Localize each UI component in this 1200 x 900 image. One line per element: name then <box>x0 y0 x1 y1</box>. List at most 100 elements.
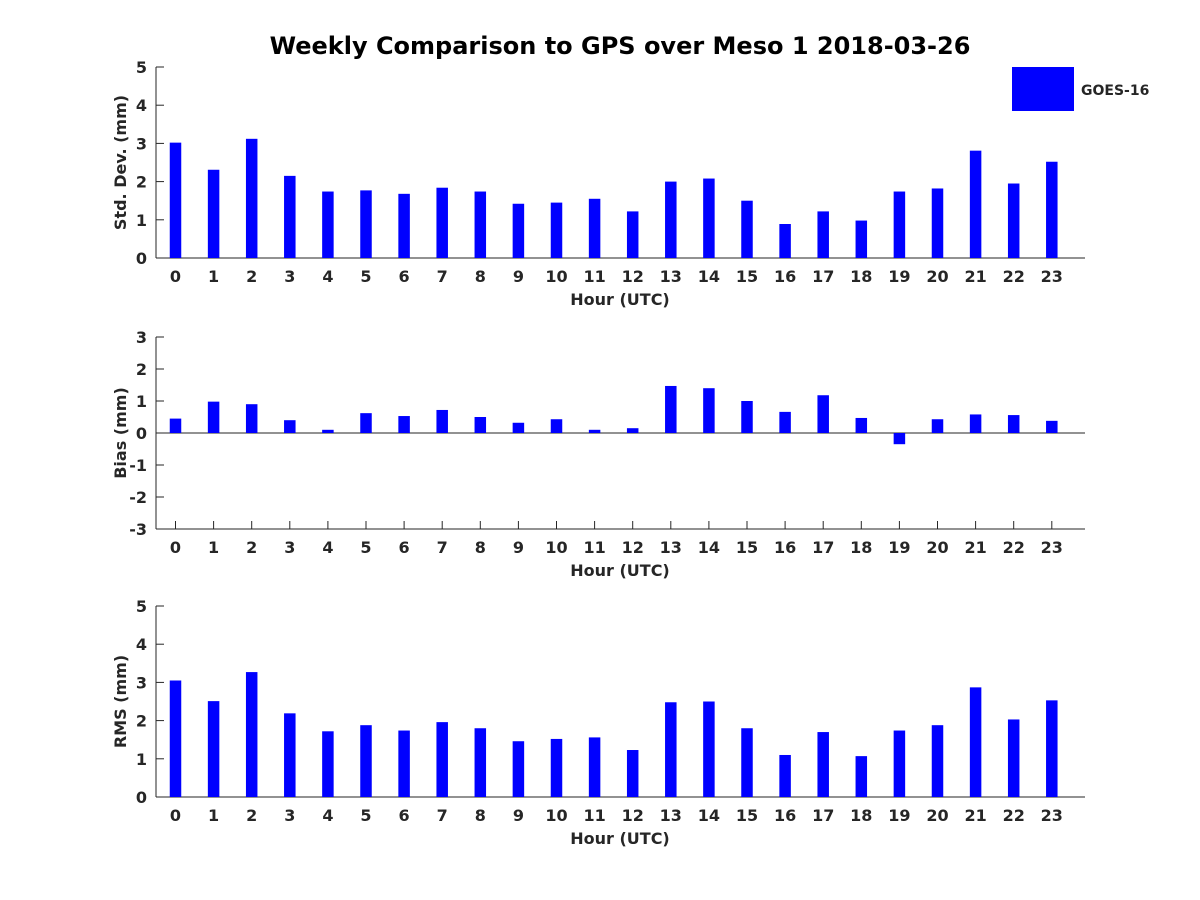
bar <box>703 701 715 797</box>
x-axis-label: Hour (UTC) <box>570 561 670 580</box>
bar <box>322 191 334 258</box>
x-tick-label: 13 <box>660 538 682 557</box>
x-tick-label: 9 <box>513 806 524 825</box>
bar <box>588 429 601 433</box>
bar <box>893 433 906 445</box>
x-tick-label: 21 <box>964 267 986 286</box>
bar <box>360 413 372 433</box>
bar <box>931 419 944 433</box>
y-tick-label: 5 <box>136 597 147 616</box>
x-tick-label: 23 <box>1041 538 1063 557</box>
bar <box>588 198 601 258</box>
y-tick-label: 5 <box>136 58 147 77</box>
x-tick-label: 9 <box>513 267 524 286</box>
y-tick-label: 0 <box>136 788 147 807</box>
x-tick-label: 22 <box>1003 538 1025 557</box>
x-tick-label: 12 <box>622 538 644 557</box>
bar <box>550 202 563 258</box>
bar <box>207 701 220 797</box>
y-tick-label: 4 <box>136 635 147 654</box>
y-tick-label: 1 <box>136 750 147 769</box>
x-tick-label: 14 <box>698 538 720 557</box>
bar <box>817 395 829 433</box>
bar <box>779 411 791 433</box>
x-tick-label: 14 <box>698 267 720 286</box>
x-tick-label: 23 <box>1041 267 1063 286</box>
bar <box>817 211 829 258</box>
x-tick-label: 10 <box>545 538 567 557</box>
x-tick-label: 16 <box>774 538 796 557</box>
bar <box>969 687 982 797</box>
bar <box>360 725 372 797</box>
x-tick-label: 19 <box>888 267 910 286</box>
x-tick-label: 3 <box>284 806 295 825</box>
y-tick-label: 1 <box>136 211 147 230</box>
bar <box>360 190 372 258</box>
x-tick-label: 8 <box>475 267 486 286</box>
x-tick-label: 0 <box>170 538 181 557</box>
bar <box>855 220 868 258</box>
bar <box>665 702 677 797</box>
x-tick-label: 10 <box>545 806 567 825</box>
bar <box>931 725 944 797</box>
y-tick-label: 2 <box>136 712 147 731</box>
x-tick-label: 22 <box>1003 806 1025 825</box>
x-tick-label: 6 <box>399 267 410 286</box>
x-tick-label: 20 <box>926 267 948 286</box>
bar <box>169 418 182 433</box>
bar <box>588 737 601 797</box>
bar <box>855 417 868 433</box>
x-tick-label: 7 <box>437 538 448 557</box>
x-tick-label: 16 <box>774 806 796 825</box>
bar <box>398 730 410 797</box>
x-tick-label: 19 <box>888 806 910 825</box>
y-tick-label: -2 <box>129 488 147 507</box>
x-tick-label: 11 <box>583 267 605 286</box>
x-tick-label: 23 <box>1041 806 1063 825</box>
bar <box>626 428 639 433</box>
x-tick-label: 7 <box>437 806 448 825</box>
x-tick-label: 8 <box>475 806 486 825</box>
x-tick-label: 4 <box>322 538 333 557</box>
x-tick-label: 15 <box>736 806 758 825</box>
bar <box>969 414 982 433</box>
y-axis-label: Bias (mm) <box>111 387 130 479</box>
x-tick-label: 1 <box>208 806 219 825</box>
bar <box>1007 719 1020 797</box>
bar <box>665 181 677 258</box>
y-tick-label: 3 <box>136 328 147 347</box>
x-tick-label: 12 <box>622 267 644 286</box>
y-axis-label: RMS (mm) <box>111 655 130 748</box>
x-tick-label: 19 <box>888 538 910 557</box>
bar <box>245 404 258 433</box>
bar <box>893 191 906 258</box>
x-tick-label: 4 <box>322 267 333 286</box>
x-axis-label: Hour (UTC) <box>570 829 670 848</box>
bar <box>322 429 334 433</box>
x-tick-label: 5 <box>360 267 371 286</box>
x-tick-label: 14 <box>698 806 720 825</box>
bar <box>626 211 639 258</box>
y-tick-label: -1 <box>129 456 147 475</box>
x-tick-label: 6 <box>399 538 410 557</box>
y-tick-label: -3 <box>129 520 147 539</box>
bar <box>779 224 791 258</box>
bar <box>398 193 410 258</box>
y-tick-label: 3 <box>136 134 147 153</box>
x-tick-label: 3 <box>284 267 295 286</box>
bar <box>779 754 791 797</box>
bar <box>703 388 715 433</box>
x-tick-label: 16 <box>774 267 796 286</box>
x-tick-label: 2 <box>246 538 257 557</box>
x-tick-label: 0 <box>170 806 181 825</box>
bar <box>741 728 753 797</box>
x-axis-label: Hour (UTC) <box>570 290 670 309</box>
x-tick-label: 18 <box>850 538 872 557</box>
x-tick-label: 6 <box>399 806 410 825</box>
x-tick-label: 8 <box>475 538 486 557</box>
x-tick-label: 3 <box>284 538 295 557</box>
x-tick-label: 13 <box>660 806 682 825</box>
